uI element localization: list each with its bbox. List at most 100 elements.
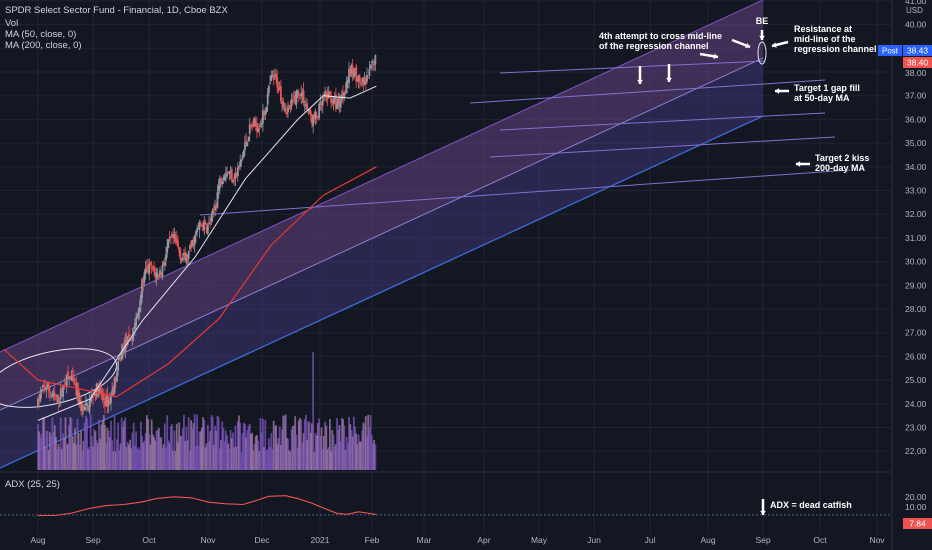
candle-body	[40, 389, 43, 393]
volume-bar	[197, 445, 200, 470]
candle-body	[61, 387, 63, 395]
currency-label: USD	[906, 6, 923, 15]
annotation-adx-text: ADX = dead catfish	[770, 500, 852, 510]
candle-body	[263, 113, 266, 116]
volume-bar	[75, 444, 78, 470]
volume-bar	[57, 443, 60, 470]
volume-bar	[287, 439, 289, 470]
volume-bar	[323, 435, 325, 470]
legend-vol: Vol	[5, 18, 19, 29]
volume-bar	[39, 437, 42, 470]
candle-body	[51, 395, 54, 397]
candle-body	[262, 110, 264, 124]
candle-body	[74, 382, 76, 384]
volume-bar	[82, 440, 85, 470]
volume-bar	[334, 444, 337, 470]
volume-bar	[80, 430, 82, 470]
candle-body	[269, 82, 271, 85]
month-label: Nov	[869, 535, 885, 545]
candle-body	[320, 103, 323, 105]
volume-bar	[327, 447, 330, 470]
candle-body	[190, 242, 193, 248]
candle-body	[338, 97, 341, 107]
annotation-target1-text: Target 1 gap fill	[794, 83, 860, 93]
price-tick-label: 26.00	[905, 351, 927, 361]
volume-bar	[203, 420, 206, 470]
candle-body	[76, 390, 79, 397]
candle-body	[293, 97, 295, 99]
candle-body	[203, 221, 206, 230]
candle-body	[179, 249, 182, 259]
volume-bar	[175, 423, 178, 470]
volume-bar	[108, 436, 111, 470]
candle-body	[83, 407, 86, 411]
candle-body	[187, 250, 190, 259]
volume-bar	[112, 451, 115, 470]
volume-bar	[204, 447, 207, 470]
volume-bar	[256, 435, 258, 470]
volume-bar	[312, 352, 315, 470]
volume-bars	[37, 352, 377, 470]
volume-bar	[257, 440, 260, 470]
price-tick-label: 22.00	[905, 446, 927, 456]
volume-bar	[63, 437, 66, 470]
candle-body	[183, 253, 185, 256]
candle-body	[163, 262, 166, 266]
candle-body	[223, 176, 226, 181]
candle-body	[174, 236, 177, 241]
volume-bar	[333, 446, 336, 470]
volume-bar	[149, 444, 152, 470]
volume-bar	[229, 429, 232, 470]
axes: 41.0040.0039.0037.0036.0035.0034.0033.00…	[30, 0, 932, 545]
volume-bar	[130, 448, 133, 470]
volume-bar	[50, 435, 53, 470]
volume-bar	[44, 446, 47, 470]
candle-body	[234, 173, 237, 179]
month-label: Apr	[477, 535, 490, 545]
volume-bar	[209, 431, 212, 470]
annotation-resistance-text: mid-line of the	[794, 34, 856, 44]
volume-bar	[131, 432, 134, 470]
candle-body	[325, 93, 328, 96]
volume-bar	[265, 450, 268, 470]
candle-body	[240, 159, 243, 163]
price-tick-label: 32.00	[905, 209, 927, 219]
adx-value-box	[903, 518, 932, 529]
candle-body	[334, 94, 337, 110]
candle-body	[271, 75, 274, 77]
candle-body	[131, 334, 134, 341]
candle-body	[69, 375, 72, 379]
candle-body	[53, 393, 56, 397]
candle-body	[336, 103, 338, 109]
candle-body	[313, 114, 316, 119]
candle-body	[160, 272, 163, 275]
candle-body	[278, 87, 281, 90]
candle-body	[352, 70, 355, 78]
volume-bar	[90, 436, 93, 470]
candle-body	[373, 63, 376, 66]
volume-bar	[156, 430, 159, 470]
annotation-be-text: BE	[756, 16, 769, 26]
volume-bar	[61, 449, 63, 470]
month-label: Feb	[365, 535, 380, 545]
candle-body	[120, 350, 123, 360]
volume-bar	[138, 450, 141, 470]
volume-bar	[234, 425, 237, 470]
volume-bar	[136, 448, 139, 470]
month-label: Mar	[417, 535, 432, 545]
volume-bar	[160, 437, 163, 470]
candle-body	[226, 172, 228, 177]
volume-bar	[95, 440, 98, 470]
candle-body	[216, 192, 219, 209]
price-tick-label: 40.00	[905, 20, 927, 30]
candle-body	[285, 111, 288, 115]
candle-body	[94, 393, 97, 396]
price-tick-label: 41.00	[905, 0, 927, 6]
candle-body	[147, 265, 149, 272]
volume-bar	[291, 426, 294, 470]
candle-body	[175, 238, 178, 244]
volume-bar	[227, 443, 230, 470]
candle-body	[92, 396, 94, 398]
volume-bar	[189, 450, 191, 470]
